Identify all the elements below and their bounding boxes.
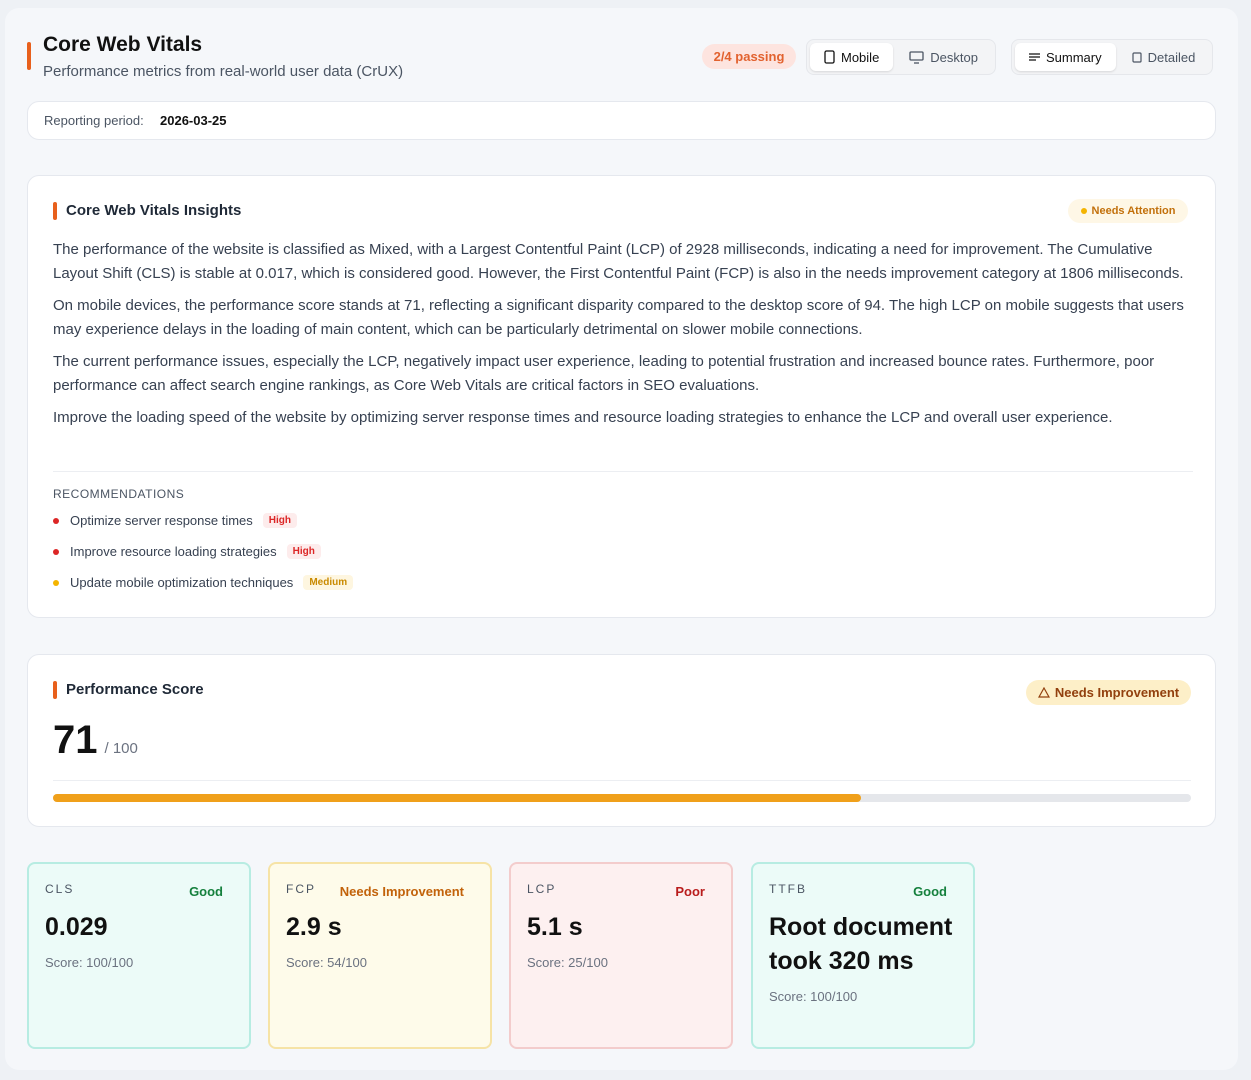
insights-card: Core Web Vitals Insights Needs Attention… [27, 175, 1216, 618]
accent [53, 202, 57, 220]
metric-card: LCP Poor 5.1 s Score: 25/100 [509, 862, 733, 1049]
metric-status: Good [913, 884, 947, 899]
performance-title: Performance Score [66, 681, 204, 698]
score-max: / 100 [104, 740, 138, 757]
metric-status: Needs Improvement [339, 884, 464, 899]
value: 2.9 s [286, 913, 342, 941]
dot [53, 517, 59, 524]
score: 71 / 100 [53, 718, 138, 763]
progress-fill [53, 794, 861, 802]
metric-score: Score: 25/100 [527, 955, 608, 970]
paragraph: The performance of the website is classi… [53, 241, 1184, 282]
metric-name: CLS [45, 882, 75, 896]
label: Summary [1046, 49, 1102, 65]
paragraph: On mobile devices, the performance score… [53, 297, 1184, 338]
metric-card: CLS Good 0.029 Score: 100/100 [27, 862, 251, 1049]
progress-track [53, 794, 1191, 802]
recommendation: Update mobile optimization techniques Med… [53, 567, 354, 598]
dot [1080, 208, 1087, 214]
metric-status: Good [189, 884, 223, 899]
text: Optimize server response times [70, 513, 253, 528]
label: Needs Attention [1091, 205, 1176, 217]
metric-name: LCP [527, 882, 557, 896]
dot [53, 579, 59, 586]
priority: High [262, 513, 297, 528]
metric-value: 0.029 Score: 100/100 [45, 910, 235, 972]
metric-card: FCP Needs Improvement 2.9 s Score: 54/100 [268, 862, 492, 1049]
insights-title: Core Web Vitals Insights [66, 202, 242, 219]
dot [53, 548, 59, 555]
priority: High [286, 544, 321, 559]
metric-status: Poor [675, 884, 705, 899]
metric-score: Score: 54/100 [286, 955, 367, 970]
status-badge: Needs Improvement [1026, 680, 1191, 705]
metric-score: Score: 100/100 [769, 989, 858, 1004]
passing-badge: 2/4 passing [702, 44, 796, 69]
detailed-button[interactable]: Detailed [1118, 43, 1210, 71]
text: Improve resource loading strategies [70, 544, 277, 559]
icon [824, 50, 835, 64]
reporting-label: Reporting period: [44, 113, 144, 128]
priority: Medium [303, 575, 354, 590]
metric-name: FCP [286, 882, 316, 896]
accent [27, 42, 31, 70]
icon [1132, 52, 1142, 63]
metric-value: 5.1 s Score: 25/100 [527, 910, 717, 972]
reporting-date: 2026-03-25 [160, 113, 227, 128]
view-toggle: Mobile Desktop [806, 39, 996, 75]
recommendations-title: RECOMMENDATIONS [53, 487, 185, 501]
paragraph: The current performance issues, especial… [53, 353, 1155, 394]
metric-score: Score: 100/100 [45, 955, 134, 970]
icon [909, 50, 924, 64]
divider [53, 471, 1193, 472]
label: Desktop [930, 49, 978, 65]
metric-value: Root document took 320 ms Score: 100/100 [769, 910, 959, 1006]
icon [1029, 53, 1040, 61]
value: 0.029 [45, 913, 108, 941]
recommendations: Optimize server response times High Impro… [53, 505, 354, 598]
metric-value: 2.9 s Score: 54/100 [286, 910, 476, 972]
subtitle: Performance metrics from real-world user… [43, 63, 404, 80]
status-badge: Needs Attention [1068, 199, 1188, 223]
score-value: 71 [53, 718, 98, 762]
value: Root document took 320 ms [769, 913, 953, 975]
label: Mobile [841, 49, 880, 65]
label: Needs Improvement [1054, 685, 1180, 700]
recommendation: Optimize server response times High [53, 505, 353, 536]
performance-card: Performance Score Needs Improvement 71 /… [27, 654, 1216, 827]
mobile-button[interactable]: Mobile [810, 43, 894, 71]
reporting-bar: Reporting period: 2026-03-25 [27, 101, 1216, 140]
metric-card: TTFB Good Root document took 320 ms Score… [751, 862, 975, 1049]
mode-toggle: Summary Detailed [1011, 39, 1214, 75]
recommendation: Improve resource loading strategies High [53, 536, 353, 567]
label: Detailed [1147, 49, 1196, 65]
text: Update mobile optimization techniques [70, 575, 294, 590]
divider [53, 780, 1191, 781]
metric-name: TTFB [769, 882, 807, 896]
value: 5.1 s [527, 913, 583, 941]
title: Core Web Vitals [43, 33, 203, 56]
accent [53, 681, 57, 699]
insights-text: The performance of the website is classi… [53, 238, 1193, 438]
desktop-button[interactable]: Desktop [895, 43, 992, 71]
summary-button[interactable]: Summary [1015, 43, 1116, 71]
paragraph: Improve the loading speed of the website… [53, 409, 1113, 426]
icon [1037, 687, 1050, 698]
